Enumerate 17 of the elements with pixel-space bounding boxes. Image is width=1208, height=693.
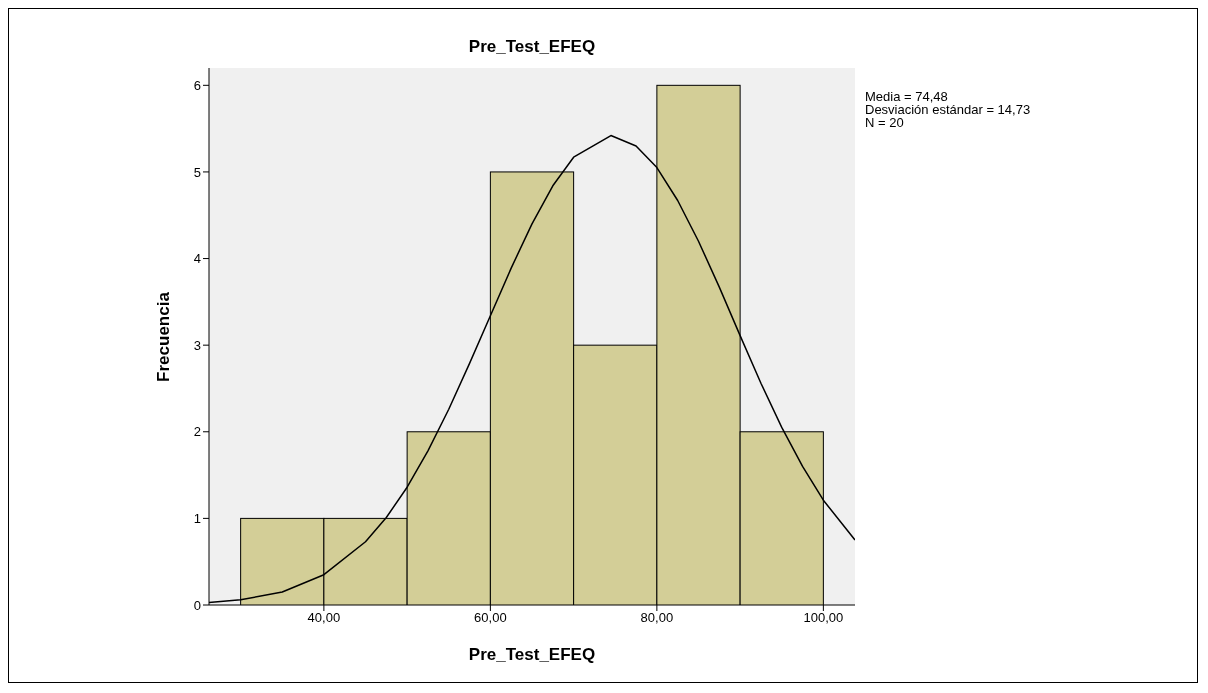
x-tick-label: 100,00: [803, 610, 844, 626]
text: Media = 74,48: [865, 89, 949, 104]
y-tick-label: 3: [193, 337, 201, 353]
x-axis-title: Pre_Test_EFEQ: [467, 645, 597, 665]
x-tick-label: 60,00: [474, 610, 507, 626]
y-tick-label: 4: [193, 251, 201, 267]
chart-title: Pre_Test_EFEQ: [467, 37, 597, 57]
x-tick-label: 80,00: [640, 610, 674, 626]
y-tick-label: 6: [193, 77, 201, 93]
text: Desviación estándar = 14,73: [865, 102, 1031, 117]
y-tick-label: 0: [193, 597, 201, 613]
y-tick-label: 5: [193, 164, 201, 180]
text: N = 20: [865, 115, 905, 130]
y-axis-title: Frecuencia: [154, 290, 174, 384]
y-tick-label: 2: [193, 424, 201, 440]
y-tick-label: 1: [193, 511, 201, 526]
x-tick-label: 40,00: [307, 610, 341, 626]
